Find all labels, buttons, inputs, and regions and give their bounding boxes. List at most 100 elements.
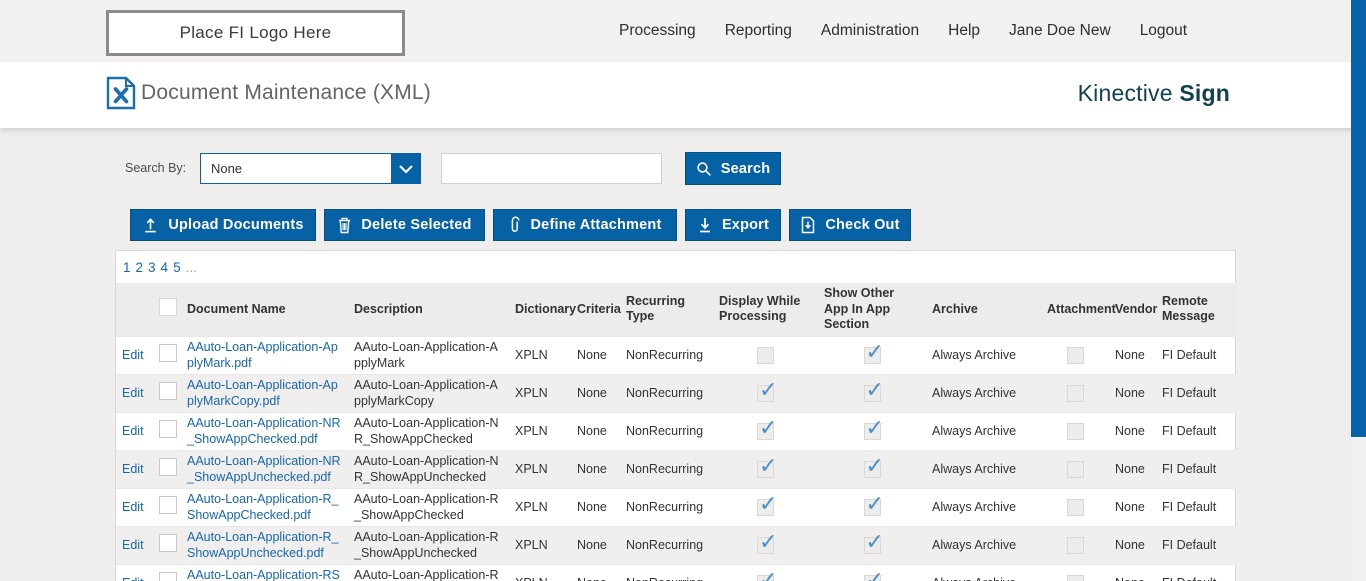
define-attachment-label: Define Attachment — [530, 217, 662, 233]
vendor-cell: None — [1109, 373, 1156, 413]
display-while-processing-checkbox — [757, 528, 777, 557]
row-select-checkbox[interactable] — [159, 420, 177, 439]
column-header-show-other-app: Show Other App In App Section — [818, 283, 926, 337]
remote-message-cell: FI Default — [1156, 563, 1237, 581]
table-row: Edit AAuto-Loan-Application-ApplyMark.pd… — [116, 335, 1237, 375]
search-input[interactable] — [441, 153, 662, 184]
table-row: Edit AAuto-Loan-Application-NR_ShowAppUn… — [116, 449, 1237, 489]
search-button-label: Search — [720, 160, 771, 177]
page-scrollbar-thumb[interactable] — [1351, 0, 1366, 437]
table-row: Edit AAuto-Loan-Application-ApplyMarkCop… — [116, 373, 1237, 413]
check-out-button[interactable]: Check Out — [789, 209, 911, 241]
nav-item-logout[interactable]: Logout — [1139, 22, 1188, 39]
criteria-cell: None — [571, 373, 620, 413]
archive-cell: Always Archive — [926, 411, 1041, 451]
check-out-label: Check Out — [825, 217, 900, 233]
fi-logo-placeholder: Place FI Logo Here — [106, 10, 405, 56]
page-scrollbar-track — [1351, 0, 1366, 581]
display-while-processing-checkbox — [757, 414, 777, 443]
export-button[interactable]: Export — [685, 209, 781, 241]
paperclip-icon — [511, 216, 520, 232]
remote-message-cell: FI Default — [1156, 411, 1237, 451]
document-name-link[interactable]: AAuto-Loan-Application-RS-AFD731-test.pd… — [187, 567, 340, 581]
archive-cell: Always Archive — [926, 449, 1041, 489]
show-other-app-checkbox — [863, 528, 884, 557]
document-name-link[interactable]: AAuto-Loan-Application-NR_ShowAppChecked… — [187, 415, 341, 447]
row-select-checkbox[interactable] — [159, 458, 177, 477]
pagination-page[interactable]: 3 — [148, 259, 156, 275]
column-header-dictionary: Dictionary — [509, 283, 576, 337]
top-bar: Place FI Logo Here Processing Reporting … — [0, 0, 1366, 62]
pagination-page[interactable]: 4 — [160, 259, 169, 275]
nav-item-administration[interactable]: Administration — [820, 22, 920, 39]
edit-link[interactable]: Edit — [122, 348, 144, 363]
recurring-type-cell: NonRecurring — [620, 335, 713, 375]
table-row: Edit AAuto-Loan-Application-R_ShowAppUnc… — [116, 525, 1237, 565]
column-header-attachment: Attachment — [1041, 283, 1116, 337]
documents-table-container: 1 2 3 4 5 ... Document Name Description … — [115, 250, 1237, 581]
delete-selected-button[interactable]: Delete Selected — [324, 209, 485, 241]
edit-link[interactable]: Edit — [122, 500, 144, 515]
description-cell: AAuto-Loan-Application-RS-AFD731-test — [354, 567, 499, 581]
edit-link[interactable]: Edit — [122, 386, 144, 401]
edit-link[interactable]: Edit — [122, 576, 144, 581]
show-other-app-checkbox — [863, 566, 884, 581]
export-label: Export — [721, 217, 770, 233]
search-button[interactable]: Search — [685, 152, 781, 185]
show-other-app-checkbox — [863, 414, 884, 443]
row-select-checkbox[interactable] — [159, 496, 177, 515]
table-row: Edit AAuto-Loan-Application-NR_ShowAppCh… — [116, 411, 1237, 451]
nav-item-help[interactable]: Help — [948, 22, 981, 39]
search-by-dropdown[interactable]: None — [200, 153, 421, 184]
archive-cell: Always Archive — [926, 487, 1041, 527]
row-select-checkbox[interactable] — [159, 572, 177, 581]
chevron-down-icon — [399, 164, 413, 174]
edit-link[interactable]: Edit — [122, 462, 144, 477]
define-attachment-button[interactable]: Define Attachment — [493, 209, 677, 241]
vendor-cell: None — [1109, 563, 1156, 581]
document-name-link[interactable]: AAuto-Loan-Application-ApplyMarkCopy.pdf — [187, 377, 338, 409]
pagination-page[interactable]: 2 — [135, 259, 144, 275]
pagination-page[interactable]: 1 — [123, 259, 131, 275]
attachment-checkbox — [1066, 536, 1084, 554]
trash-icon — [339, 217, 351, 234]
search-icon — [697, 161, 711, 176]
select-all-checkbox[interactable] — [159, 298, 177, 317]
column-header-vendor: Vendor — [1109, 283, 1157, 337]
row-select-checkbox[interactable] — [159, 382, 177, 401]
brand-logo: Kinective Sign — [1078, 80, 1230, 107]
criteria-cell: None — [571, 563, 620, 581]
edit-link[interactable]: Edit — [122, 424, 144, 439]
upload-documents-button[interactable]: Upload Documents — [130, 209, 316, 241]
download-icon — [699, 218, 710, 233]
criteria-cell: None — [571, 449, 620, 489]
document-name-link[interactable]: AAuto-Loan-Application-R_ShowAppChecked.… — [187, 491, 339, 523]
description-cell: AAuto-Loan-Application-R_ShowAppChecked — [354, 491, 499, 523]
documents-table: Document Name Description Dictionary Cri… — [116, 283, 1237, 581]
document-name-link[interactable]: AAuto-Loan-Application-NR_ShowAppUncheck… — [187, 453, 341, 485]
row-select-checkbox[interactable] — [159, 534, 177, 553]
checkout-document-icon — [802, 216, 815, 234]
column-header-recurring-type: Recurring Type — [620, 283, 713, 337]
nav-item-processing[interactable]: Processing — [619, 22, 696, 39]
recurring-type-cell: NonRecurring — [620, 411, 713, 451]
attachment-checkbox — [1066, 574, 1084, 581]
display-while-processing-checkbox — [757, 376, 777, 405]
row-select-checkbox[interactable] — [159, 344, 177, 363]
dropdown-arrow-box[interactable] — [391, 153, 421, 184]
pagination-page[interactable]: 5 — [173, 259, 181, 275]
edit-link[interactable]: Edit — [122, 538, 144, 553]
action-toolbar: Upload Documents Delete Selected Define … — [130, 209, 911, 241]
display-while-processing-checkbox — [757, 490, 777, 519]
document-name-link[interactable]: AAuto-Loan-Application-ApplyMark.pdf — [187, 339, 338, 371]
table-row: Edit AAuto-Loan-Application-R_ShowAppChe… — [116, 487, 1237, 527]
nav-item-user[interactable]: Jane Doe New — [1009, 22, 1111, 39]
description-cell: AAuto-Loan-Application-NR_ShowAppUncheck… — [354, 453, 499, 485]
dictionary-cell: XPLN — [509, 525, 571, 565]
dictionary-cell: XPLN — [509, 373, 571, 413]
nav-item-reporting[interactable]: Reporting — [724, 22, 792, 39]
description-cell: AAuto-Loan-Application-NR_ShowAppChecked — [354, 415, 499, 447]
document-name-link[interactable]: AAuto-Loan-Application-R_ShowAppUnchecke… — [187, 529, 339, 561]
display-while-processing-checkbox — [757, 566, 777, 581]
recurring-type-cell: NonRecurring — [620, 449, 713, 489]
